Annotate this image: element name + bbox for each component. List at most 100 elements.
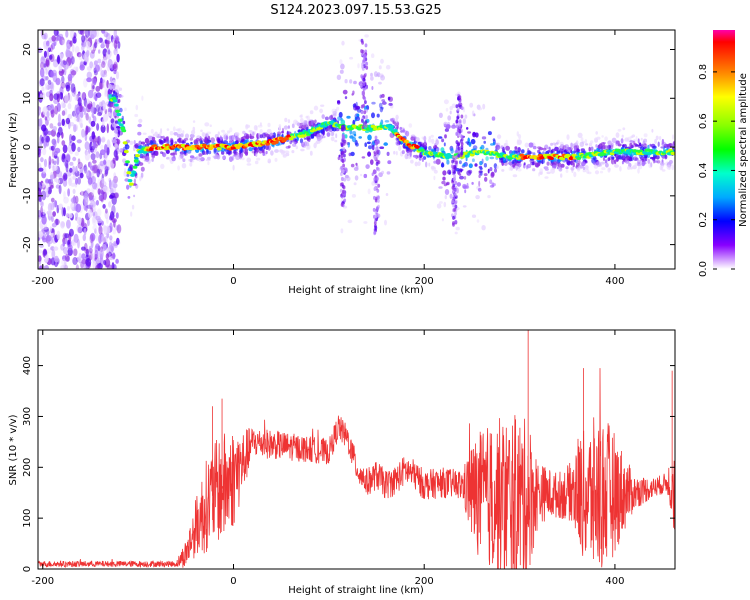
spectrogram-noise-point bbox=[79, 111, 84, 119]
spectrogram-noise-point bbox=[52, 144, 56, 151]
spectrogram-noise-point bbox=[86, 204, 92, 209]
spectrogram-excursion-point bbox=[363, 74, 366, 79]
y-tick-label: 10 bbox=[22, 92, 33, 105]
spectrogram-cloud-point bbox=[487, 195, 491, 199]
spectrogram-noise-point bbox=[92, 85, 95, 90]
spectrogram-noise-point bbox=[64, 233, 70, 239]
spectrogram-cloud-point bbox=[544, 176, 549, 179]
spectrogram-noise-point bbox=[78, 117, 83, 126]
spectrogram-cloud-point bbox=[108, 93, 113, 100]
spectrogram-noise-point bbox=[74, 46, 80, 54]
spectrogram-cloud-point bbox=[491, 182, 495, 188]
spectrogram-cloud-point bbox=[505, 139, 508, 144]
spectrogram-cloud-point bbox=[552, 164, 557, 169]
spectrogram-noise-point bbox=[77, 238, 80, 249]
spectrogram-noise-point bbox=[45, 57, 51, 68]
spectrogram-ridge-point bbox=[278, 136, 284, 140]
spectrogram-cloud-point bbox=[462, 205, 467, 208]
spectrogram-noise-point bbox=[71, 142, 76, 152]
spectrogram-noise-point bbox=[57, 126, 63, 136]
spectrogram-noise-point bbox=[65, 236, 68, 245]
spectrogram-excursion-point bbox=[376, 153, 379, 158]
spectrogram-noise-point bbox=[70, 202, 74, 210]
spectrogram-excursion-point bbox=[361, 118, 364, 123]
spectrogram-cloud-point bbox=[581, 161, 586, 167]
spectrogram-noise-point bbox=[114, 192, 119, 199]
spectrogram-cloud-point bbox=[614, 159, 617, 165]
spectrogram-cloud-point bbox=[342, 89, 348, 95]
spectrogram-excursion-point bbox=[341, 133, 345, 138]
spectrogram-cloud-point bbox=[664, 154, 668, 159]
spectrogram-noise-point bbox=[87, 89, 94, 99]
spectrogram-excursion-point bbox=[455, 160, 458, 165]
spectrogram-cloud-point bbox=[265, 150, 268, 155]
spectrogram-cloud-point bbox=[358, 136, 363, 139]
chart-title: S124.2023.097.15.53.G25 bbox=[270, 3, 441, 18]
spectrogram-cloud-point bbox=[471, 214, 477, 218]
spectrogram-cloud-point bbox=[140, 166, 145, 172]
spectrogram-noise-point bbox=[116, 237, 120, 245]
spectrogram-noise-point bbox=[115, 37, 119, 45]
spectrogram-cloud-point bbox=[300, 118, 304, 123]
spectrogram-noise-point bbox=[55, 184, 60, 189]
spectrogram-noise-point bbox=[72, 36, 77, 44]
y-tick-label: -20 bbox=[22, 236, 33, 252]
spectrogram-cloud-point bbox=[433, 169, 438, 174]
colorbar-tick-label: 0.2 bbox=[698, 212, 709, 228]
spectrogram-noise-point bbox=[71, 44, 75, 53]
spectrogram-cloud-point bbox=[435, 139, 439, 146]
spectrogram-noise-point bbox=[92, 224, 98, 231]
spectrogram-cloud-point bbox=[150, 128, 154, 134]
spectrogram-noise-point bbox=[43, 226, 49, 232]
spectrogram-noise-point bbox=[49, 123, 54, 129]
spectrogram-cloud-point bbox=[259, 128, 263, 135]
spectrogram-noise-point bbox=[70, 197, 76, 203]
spectrogram-cloud-point bbox=[606, 144, 612, 150]
spectrogram-cloud-point bbox=[294, 141, 297, 145]
spectrogram-cloud-point bbox=[458, 173, 462, 176]
spectrogram-excursion-point bbox=[458, 119, 462, 124]
spectrogram-cloud-point bbox=[316, 136, 322, 142]
spectrogram-excursion-point bbox=[460, 147, 464, 152]
spectrogram-cloud-point bbox=[198, 153, 203, 157]
spectrogram-cloud-point bbox=[607, 157, 611, 162]
spectrogram-noise-point bbox=[53, 93, 59, 100]
spectrogram-cloud-point bbox=[466, 182, 469, 189]
spectrogram-ridge-point bbox=[122, 141, 128, 145]
spectrogram-cloud-point bbox=[627, 166, 631, 170]
spectrogram-cloud-point bbox=[133, 140, 136, 145]
spectrogram-noise-point bbox=[70, 83, 76, 93]
spectrogram-noise-point bbox=[67, 175, 73, 184]
spectrogram-cloud-point bbox=[602, 145, 606, 150]
snr-plot-area bbox=[38, 330, 675, 569]
spectrogram-noise-point bbox=[96, 136, 100, 144]
spectrogram-cloud-point bbox=[478, 174, 481, 179]
spectrogram-excursion-point bbox=[375, 161, 379, 166]
spectrogram-cloud-point bbox=[233, 150, 238, 155]
spectrogram-noise-point bbox=[107, 58, 113, 69]
spectrogram-noise-point bbox=[85, 112, 89, 121]
spectrogram-noise-point bbox=[73, 248, 78, 257]
spectrogram-noise-point bbox=[72, 156, 77, 162]
spectrogram-cloud-point bbox=[254, 160, 259, 165]
spectrogram-cloud-point bbox=[468, 141, 472, 147]
spectrogram-noise-point bbox=[101, 30, 106, 34]
spectrogram-cloud-point bbox=[584, 165, 589, 170]
spectrogram-cloud-point bbox=[551, 148, 555, 153]
spectrogram-noise-point bbox=[51, 42, 55, 50]
spectrogram-cloud-point bbox=[229, 127, 233, 133]
spectrogram-excursion-point bbox=[455, 149, 459, 154]
spectrogram-noise-point bbox=[108, 179, 112, 190]
spectrogram-cloud-point bbox=[175, 147, 178, 151]
spectrogram-cloud-point bbox=[173, 132, 178, 136]
spectrogram-cloud-point bbox=[449, 110, 452, 115]
spectrogram-cloud-point bbox=[442, 176, 446, 181]
spectrogram-cloud-point bbox=[134, 173, 138, 179]
spectrogram-cloud-point bbox=[189, 158, 193, 163]
spectrogram-cloud-point bbox=[395, 151, 398, 156]
spectrogram-noise-point bbox=[95, 151, 100, 159]
spectrogram-noise-point bbox=[88, 161, 91, 168]
spectrogram-cloud-point bbox=[221, 150, 225, 155]
spectrogram-noise-point bbox=[89, 51, 95, 59]
spectrogram-cloud-point bbox=[446, 159, 450, 165]
